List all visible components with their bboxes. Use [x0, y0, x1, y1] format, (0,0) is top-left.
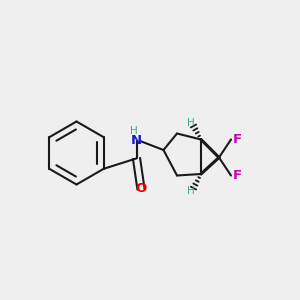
Text: H: H: [130, 125, 137, 136]
Text: F: F: [232, 133, 242, 146]
Text: H: H: [187, 118, 194, 128]
Text: N: N: [131, 134, 142, 148]
Text: F: F: [232, 169, 242, 182]
Text: H: H: [187, 186, 194, 196]
Text: O: O: [135, 182, 147, 196]
